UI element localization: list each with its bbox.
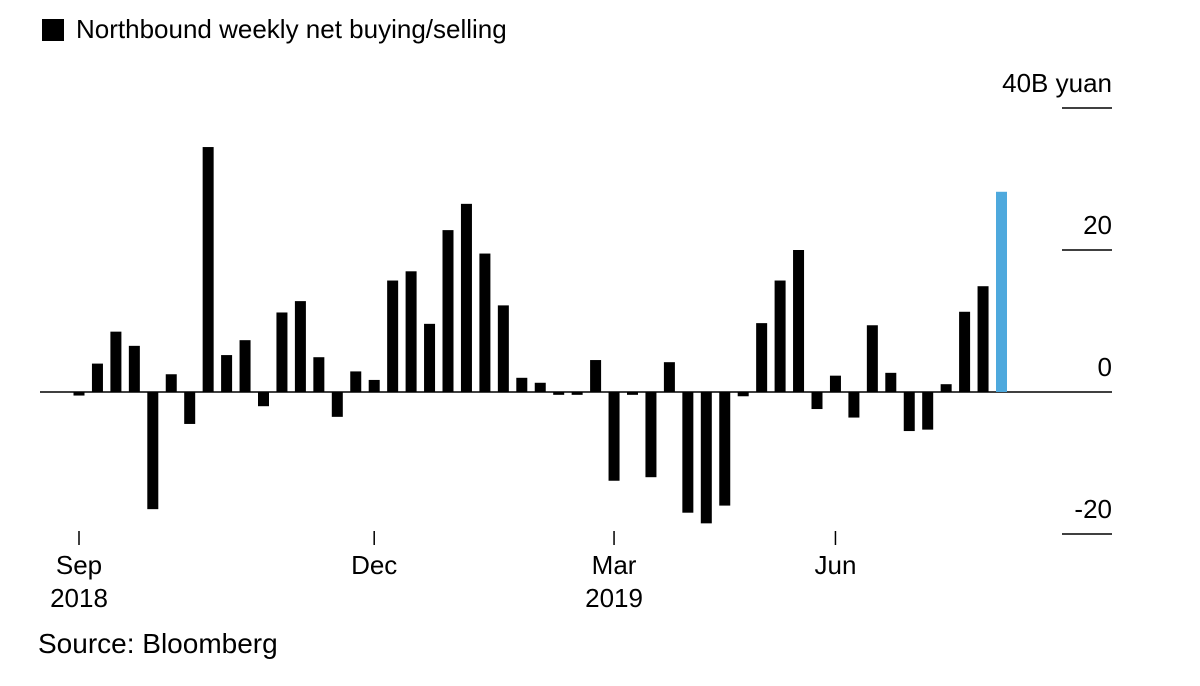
bar (848, 392, 860, 418)
bar (73, 392, 85, 396)
bar (276, 312, 288, 392)
bar (313, 357, 325, 392)
bar (110, 331, 122, 392)
bar (700, 392, 712, 524)
bar (627, 392, 638, 395)
legend-label: Northbound weekly net buying/selling (76, 14, 507, 44)
bar (497, 305, 509, 392)
bar (331, 392, 343, 417)
legend: Northbound weekly net buying/selling (42, 14, 507, 45)
source-note: Source: Bloomberg (38, 628, 278, 659)
bar (424, 323, 436, 392)
bar (774, 280, 786, 392)
x-tick-label: Sep (56, 550, 102, 580)
bar (147, 392, 159, 510)
bar (645, 392, 657, 478)
bar (737, 392, 749, 397)
bar (534, 382, 546, 392)
bar (350, 371, 362, 392)
bar (959, 311, 971, 392)
bar (184, 392, 196, 424)
bar (940, 384, 952, 392)
bar (294, 301, 306, 392)
y-tick-label: 0 (1098, 352, 1112, 382)
x-tick-label: Jun (814, 550, 856, 580)
bar (811, 392, 823, 410)
bar (516, 377, 528, 392)
bar (405, 271, 417, 392)
bar (590, 360, 602, 392)
bar (460, 203, 472, 392)
x-tick-year-label: 2019 (585, 583, 643, 613)
bar (553, 392, 565, 395)
bar (829, 375, 841, 392)
y-tick-label: 20 (1083, 210, 1112, 240)
bar (128, 345, 140, 392)
bar (903, 392, 915, 432)
bar (608, 392, 620, 481)
legend-swatch (42, 18, 64, 41)
bar (793, 250, 805, 392)
bar (239, 340, 251, 392)
bar-highlighted (996, 191, 1007, 392)
bar (368, 379, 380, 392)
bar (442, 230, 454, 392)
bar (202, 147, 214, 392)
y-tick-label: 40B yuan (1002, 68, 1112, 98)
x-tick-label: Dec (351, 550, 397, 580)
bar (221, 355, 233, 392)
x-tick-label: Mar (592, 550, 637, 580)
x-tick-year-label: 2018 (50, 583, 108, 613)
bar (922, 392, 934, 430)
bar (165, 374, 177, 392)
y-tick-label: -20 (1074, 494, 1112, 524)
bar (258, 392, 269, 407)
bar (756, 323, 768, 392)
bar (866, 325, 878, 392)
bar (885, 372, 897, 392)
bar (663, 362, 675, 392)
bar (91, 363, 103, 392)
bar (682, 392, 694, 513)
bar (387, 280, 399, 392)
bar (719, 392, 731, 506)
bar (977, 286, 989, 392)
bar (571, 392, 583, 395)
bar (479, 253, 491, 392)
